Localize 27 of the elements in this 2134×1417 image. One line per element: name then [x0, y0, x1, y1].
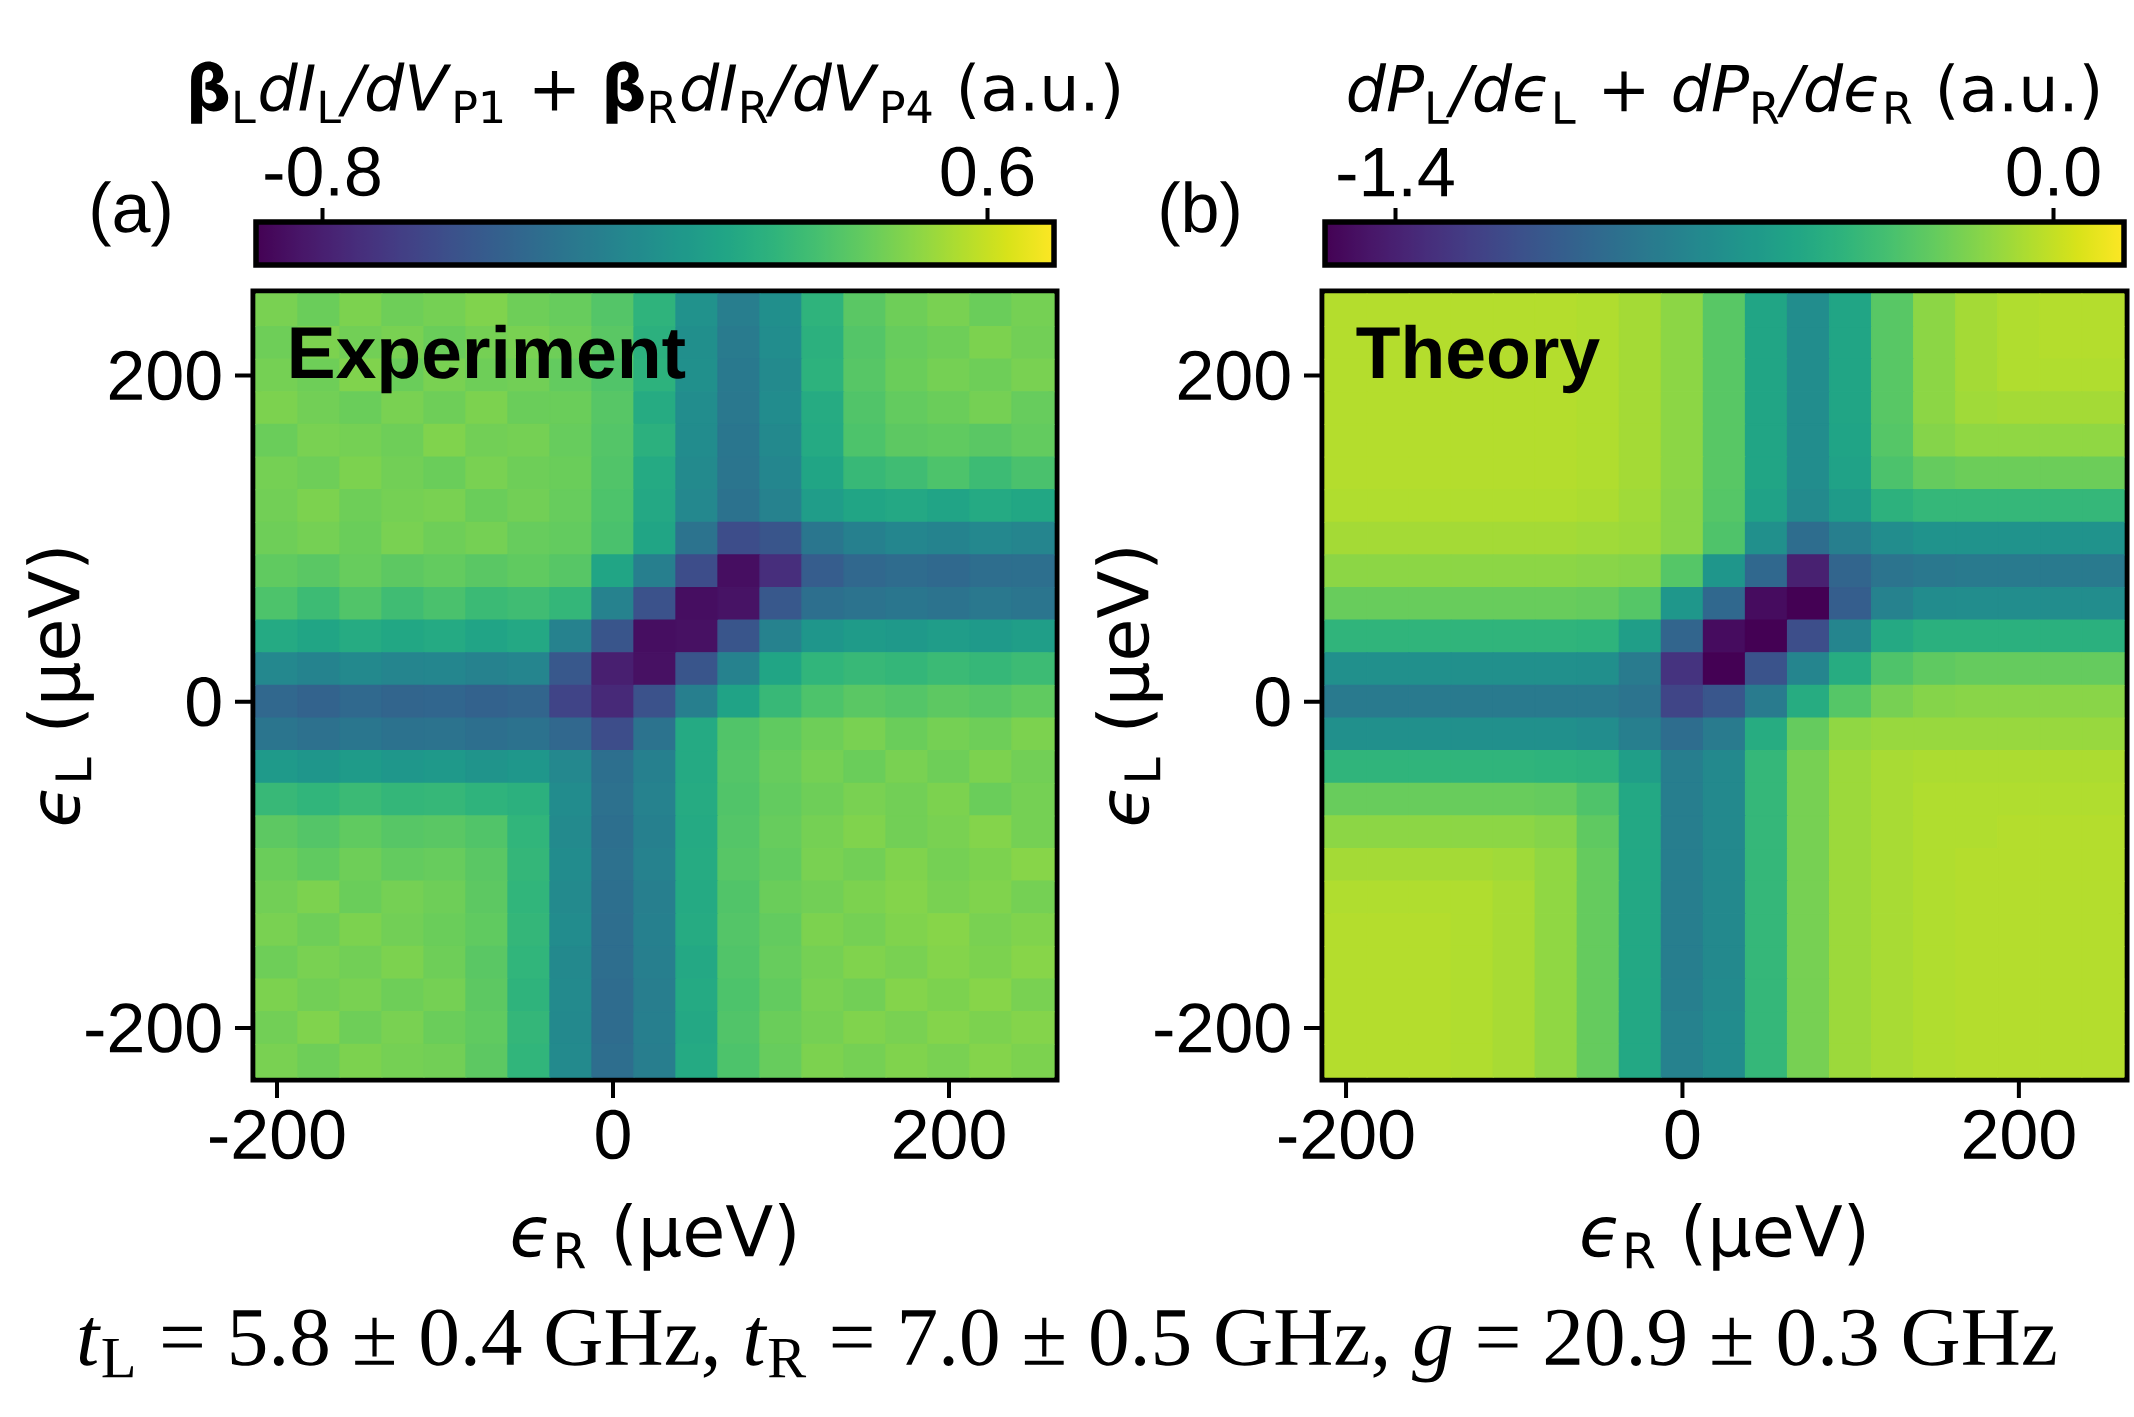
y-tick-label: -200 [86, 1003, 221, 1053]
x-axis-title: ϵ$_{R}$ (μeV) [1582, 1203, 1864, 1271]
y-axis-title: ϵ$_{L}$ (μeV) [1095, 549, 1163, 825]
text: β$_{L}$dI$_{L}$/dV$_{P1}$ + β$_{R}$dI$_{R}$/dV$_{P4}$ (a.u.) [191, 61, 1119, 124]
y-tick-label: 0 [1256, 677, 1290, 727]
y-tick-label: -200 [1155, 1003, 1290, 1053]
color-bar-label: -1.4 [1338, 148, 1454, 197]
x-tick-label: 200 [894, 1109, 1005, 1160]
annotation: Experiment [291, 324, 686, 394]
y-tick-label: 0 [187, 677, 221, 727]
text: (b) [1161, 181, 1239, 247]
x-tick-label: 200 [1963, 1109, 2075, 1160]
x-axis-title: ϵ$_{R}$ (μeV) [512, 1203, 795, 1271]
y-axis-title: ϵ$_{L}$ (μeV) [26, 549, 94, 825]
text: dP$_{L}$/dϵ$_{L}$ + dP$_{R}$/dϵ$_{R}$ (a.u.) [1348, 63, 2098, 124]
x-tick-label: 0 [596, 1109, 630, 1160]
text: (a) [92, 181, 170, 247]
annotation: Theory [1356, 324, 1600, 394]
color-bar-label: 0.6 [941, 146, 1034, 197]
color-bar-label: 0.0 [2007, 146, 2100, 197]
x-tick-label: -200 [210, 1109, 345, 1160]
y-tick-label: 200 [1178, 350, 1290, 401]
color-bar-label: -0.8 [265, 146, 380, 197]
x-tick-label: -200 [1279, 1109, 1414, 1160]
text: t$_{L}$ = 5.8 ± 0.4 GHz, t$_{R}$ = 7.0 ± 0.5 GHz, g = 20.9 ± 0.3 GHz [79, 1309, 2056, 1383]
y-tick-label: 200 [109, 350, 221, 401]
x-tick-label: 0 [1665, 1109, 1700, 1160]
